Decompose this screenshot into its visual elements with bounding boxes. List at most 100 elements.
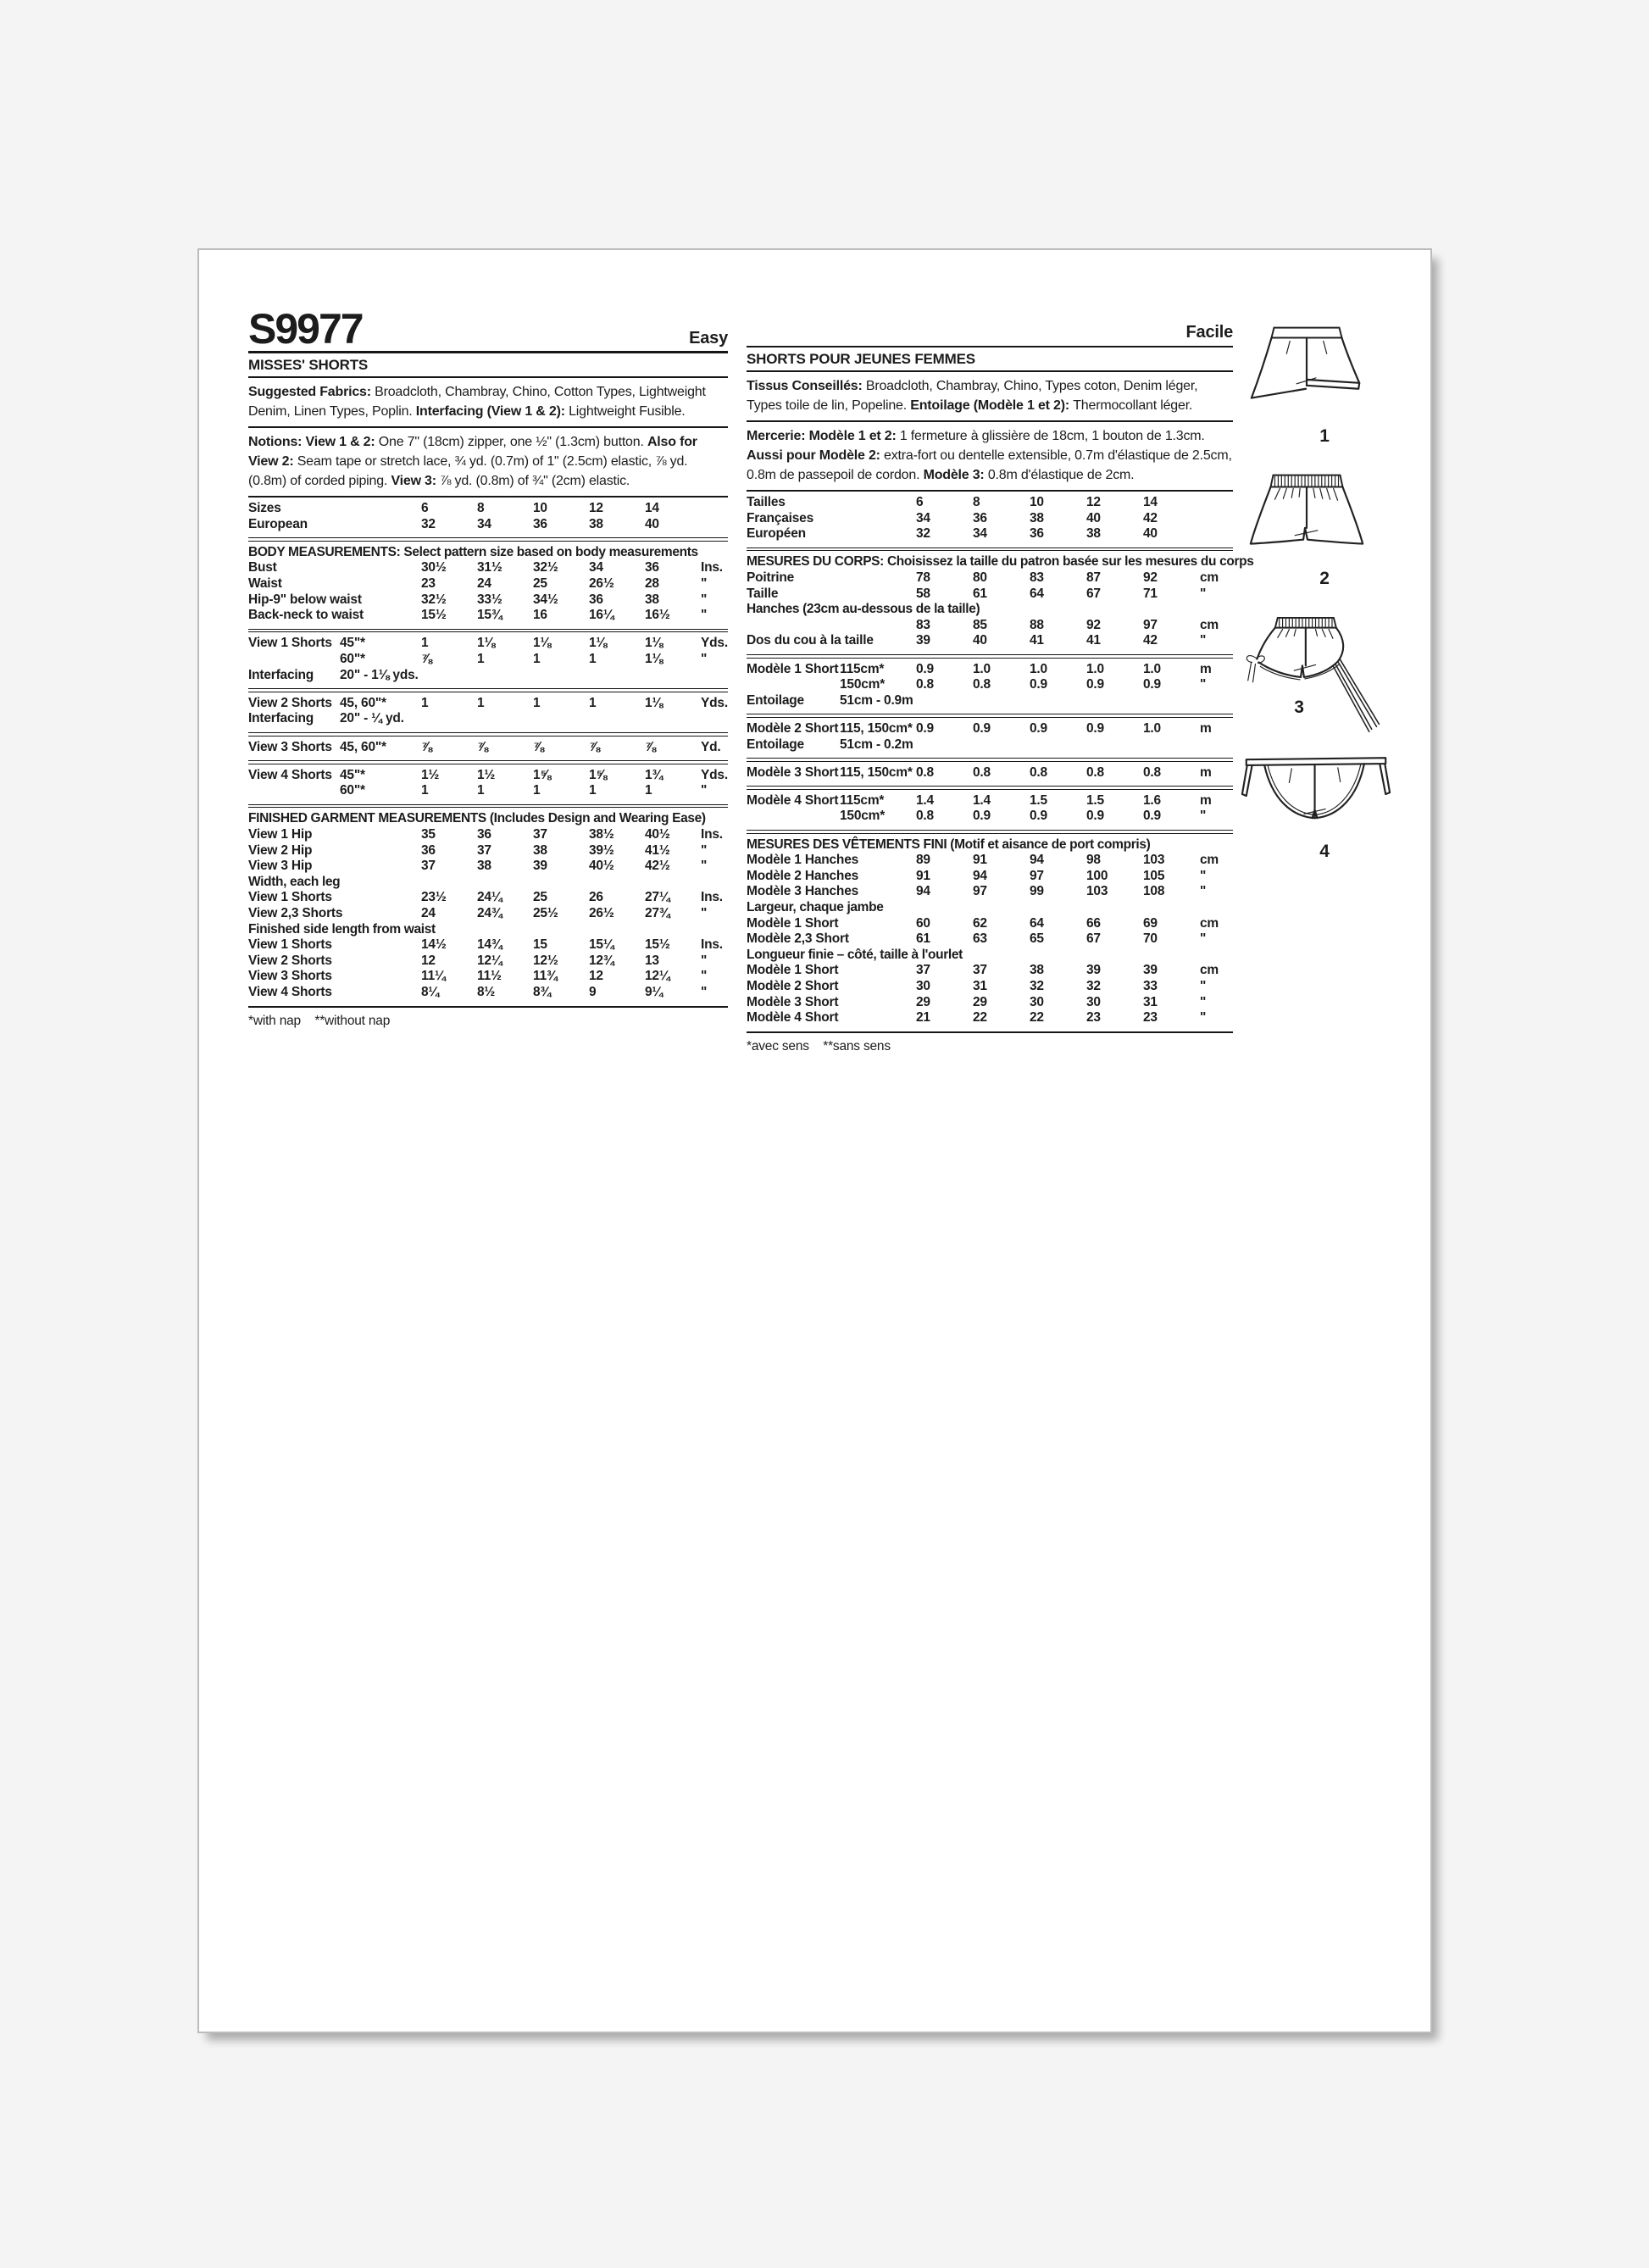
cell-val: 97 [1143, 617, 1158, 632]
cell-unit: cm [1200, 853, 1219, 868]
cell-val: 94 [973, 868, 987, 883]
cell-unit: cm [1200, 915, 1219, 931]
cell-val: 10 [533, 501, 547, 515]
table-row: Françaises 34 36 38 40 42 [747, 511, 1233, 527]
cell-val: 14¾ [477, 937, 502, 953]
cell-unit: Ins. [701, 937, 723, 953]
table-row: View 2 Hip 36 37 38 39½ 41½ " [248, 843, 728, 859]
cell-lbl: Taille [747, 586, 779, 601]
cell-wid [340, 985, 421, 1001]
cell-val [477, 711, 533, 727]
cell-val: 70 [1143, 931, 1158, 947]
cell-val: 12¼ [477, 953, 502, 968]
cell-lbl: View 1 Shorts [248, 636, 332, 651]
cell-wid [840, 916, 916, 932]
cell-val: 58 [916, 586, 930, 601]
cell-val: 26½ [589, 575, 614, 591]
cell-wid [340, 937, 421, 953]
cell-val: 1.0 [1086, 661, 1104, 676]
cell-val: 8 [477, 501, 485, 515]
table-row: Tailles 6 8 10 12 14 [747, 495, 1233, 511]
bold-run: Entoilage (Modèle 1 et 2): [910, 398, 1074, 413]
cell-val: 14½ [421, 937, 447, 953]
cell-val: 8½ [477, 985, 496, 999]
metrage-modele4-table: Modèle 4 Short 115cm* 1.4 1.4 1.5 1.5 1.6 m 150c… [747, 790, 1233, 830]
cell-val: 0.9 [1030, 720, 1047, 736]
suggested-fabrics-paragraph: Suggested Fabrics: Broadcloth, Chambray,… [248, 378, 728, 428]
cell-val: 42 [1143, 510, 1158, 525]
table-row: 83 85 88 92 97 cm [747, 618, 1233, 634]
table-row: View 4 Shorts 8¼ 8½ 8¾ 9 9¼ " [248, 985, 728, 1001]
cell-val: 39½ [589, 842, 614, 858]
table-row: Sizes 6 8 10 12 14 [248, 501, 728, 517]
cell-val [533, 711, 589, 727]
cell-unit: Ins. [701, 560, 723, 575]
cell-val: 33½ [477, 592, 502, 607]
cell-val: 30 [916, 979, 930, 993]
cell-val: 1.5 [1030, 792, 1047, 808]
cell-unit: Yd. [701, 739, 721, 754]
cell-wid [340, 592, 421, 609]
cell-val: 1 [589, 695, 597, 710]
pattern-number: S9977 [248, 305, 364, 353]
cell-unit: " [701, 592, 708, 607]
cell-lbl: View 3 Shorts [248, 969, 332, 984]
metrage-modele3-table: Modèle 3 Short 115, 150cm* 0.8 0.8 0.8 0.8 0.8… [747, 762, 1233, 787]
cell-val: 1½ [421, 767, 440, 782]
cell-lbl: Hip-9" below waist [248, 592, 362, 607]
table-row: View 3 Shorts 11¼ 11½ 11¾ 12 12¼ " [248, 969, 728, 985]
cell-val: 40 [973, 633, 987, 648]
cell-wid: 115, 150cm* [840, 764, 913, 780]
cell-val: 24¼ [477, 890, 502, 905]
cell-lbl: Entoilage [747, 692, 804, 708]
table-subheading: Longueur finie – côté, taille à l'ourlet [747, 947, 963, 962]
cell-val: 37 [916, 963, 930, 978]
cell-wid [340, 969, 421, 985]
cell-val [1030, 737, 1086, 753]
table-row: Modèle 3 Short 29 29 30 30 31 " [747, 995, 1233, 1011]
table-row: Modèle 1 Hanches 89 91 94 98 103 cm [747, 853, 1233, 869]
cell-wid: 51cm - 0.9m [840, 692, 913, 708]
cell-val: 1 [533, 651, 541, 666]
cell-val: 34 [589, 560, 603, 575]
cell-lbl: Modèle 1 Short [747, 661, 839, 676]
cell-lbl: Dos du cou à la taille [747, 633, 874, 648]
cell-lbl: Modèle 3 Short [747, 764, 839, 780]
cell-lbl: View 2,3 Shorts [248, 906, 343, 921]
table-row: Back-neck to waist 15½ 15¾ 16 16¼ 16½ " [248, 608, 728, 624]
cell-unit: " [1200, 994, 1207, 1009]
cell-val: 32 [916, 526, 930, 542]
cell-val [533, 668, 589, 684]
cell-val: 97 [1030, 868, 1044, 883]
table-row: Taille 58 61 64 67 71 " [747, 586, 1233, 603]
cell-val: 38 [1030, 963, 1044, 978]
footnote-divider [248, 1005, 728, 1008]
cell-val: 62 [973, 915, 987, 931]
bold-run: Modèle 3: [923, 468, 988, 482]
pattern-instruction-sheet: S9977 Easy MISSES' SHORTS Suggested Fabr… [197, 248, 1432, 2033]
cell-val: 34 [973, 526, 987, 542]
cell-val: 42½ [645, 859, 670, 874]
cell-val: 23½ [421, 890, 447, 905]
notions-paragraph: Notions: View 1 & 2: One 7" (18cm) zippe… [248, 428, 728, 498]
cell-val: 10 [1030, 495, 1044, 509]
cell-val: 25 [533, 890, 547, 905]
cell-lbl: Sizes [248, 501, 281, 515]
cell-val: 28 [645, 575, 659, 591]
table-row: Waist 23 24 25 26½ 28 " [248, 576, 728, 592]
cell-val: 1 [421, 783, 429, 798]
cell-val: 97 [973, 884, 987, 899]
body-measurements-table-fr: MESURES DU CORPS: Choisissez la taille d… [747, 551, 1254, 654]
table-section-heading: MESURES DU CORPS: Choisissez la taille d… [747, 554, 1254, 570]
nap-footnote-en: *with nap **without nap [248, 1013, 391, 1028]
cell-unit: " [1200, 884, 1207, 899]
cell-val: 61 [973, 586, 987, 601]
cell-lbl: Back-neck to waist [248, 608, 364, 623]
cell-val: 8¾ [533, 985, 552, 999]
cell-val: 24 [421, 906, 436, 921]
cell-val: 38 [1030, 510, 1044, 525]
english-column: S9977 Easy MISSES' SHORTS Suggested Fabr… [248, 305, 728, 1029]
cell-lbl: Modèle 1 Short [747, 963, 839, 978]
cell-val [589, 668, 645, 684]
section-divider [747, 786, 1233, 790]
